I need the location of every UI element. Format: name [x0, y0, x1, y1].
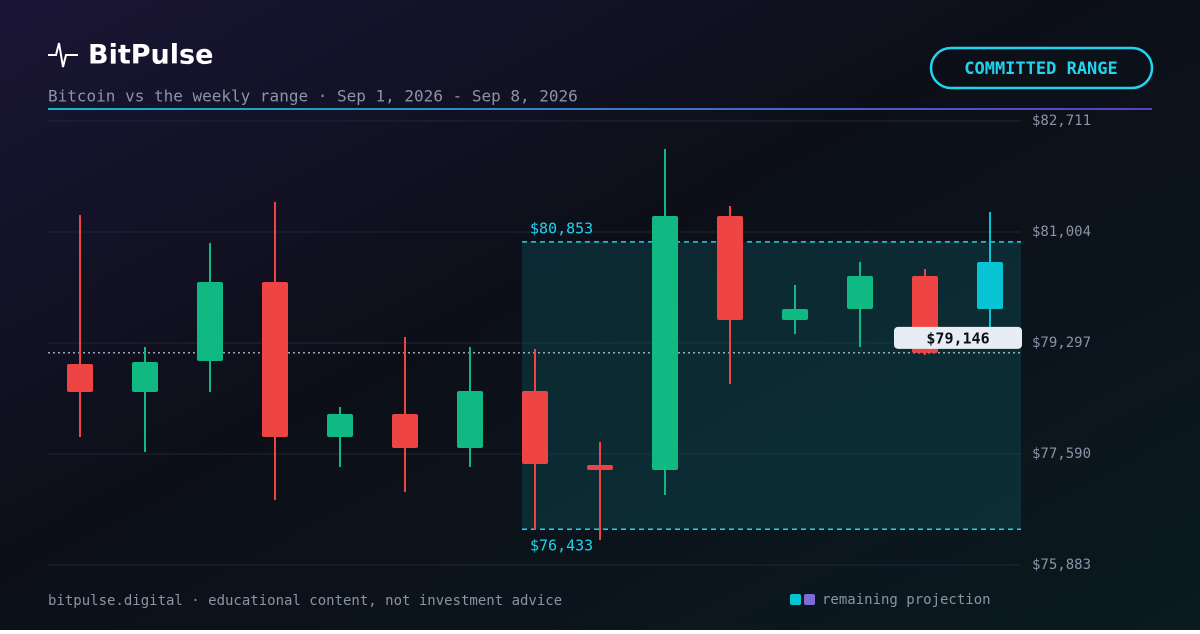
- legend-label: remaining projection: [822, 592, 991, 608]
- y-tick-label: $81,004: [1032, 224, 1091, 240]
- candle-body: [262, 282, 288, 437]
- y-tick-label: $82,711: [1032, 113, 1091, 129]
- candle-body: [587, 464, 613, 470]
- range-high-label: $80,853: [530, 219, 593, 237]
- candle-body: [457, 390, 483, 449]
- range-band: [522, 241, 1021, 530]
- badge-text: COMMITTED RANGE: [964, 59, 1118, 79]
- legend-swatch: [790, 594, 801, 605]
- current-price-tag: [894, 326, 1022, 349]
- candle-body: [132, 361, 158, 392]
- candle-body: [782, 308, 808, 320]
- range-low-label: $76,433: [530, 537, 593, 555]
- rule: [48, 108, 1152, 110]
- candle-body: [197, 282, 223, 362]
- footer: bitpulse.digital · educational content, …: [48, 593, 562, 609]
- candle-body: [977, 261, 1003, 309]
- badge: [929, 46, 1154, 90]
- candle-body: [327, 414, 353, 437]
- brand: BitPulse: [88, 40, 213, 71]
- current-price-label: $79,146: [926, 329, 989, 347]
- subtitle: Bitcoin vs the weekly range · Sep 1, 202…: [48, 87, 578, 106]
- candle-body: [67, 364, 93, 392]
- legend-swatch: [804, 594, 815, 605]
- candle-body: [392, 414, 418, 449]
- candle-body: [717, 216, 743, 320]
- y-tick-label: $79,297: [1032, 335, 1091, 351]
- logo: [48, 42, 78, 68]
- candle-body: [652, 216, 678, 470]
- candle-body: [522, 390, 548, 465]
- candle-body: [847, 276, 873, 309]
- y-tick-label: $75,883: [1032, 557, 1091, 573]
- y-tick-label: $77,590: [1032, 446, 1091, 462]
